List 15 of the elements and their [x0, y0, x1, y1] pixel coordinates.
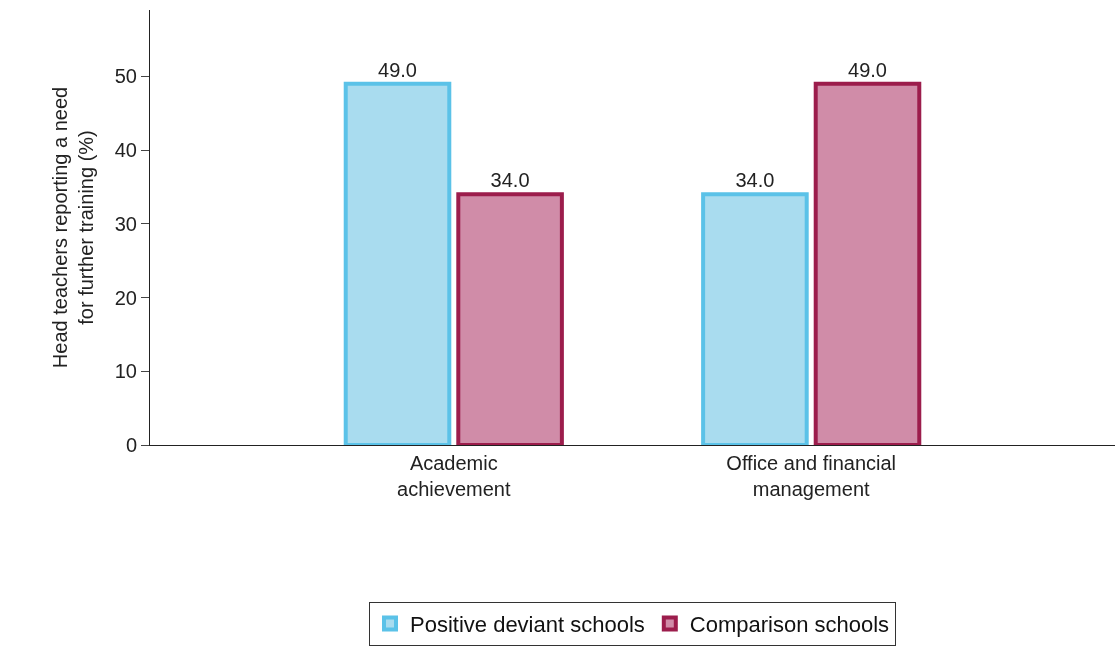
data-label: 34.0 — [735, 169, 775, 192]
data-label: 34.0 — [490, 169, 530, 192]
y-tick-label: 10 — [114, 360, 137, 383]
x-tick-label: Academic achievement — [397, 452, 511, 500]
legend-label: Comparison schools — [689, 611, 890, 637]
y-tick-label: 40 — [114, 139, 137, 162]
y-tick-label: 30 — [114, 212, 137, 235]
data-label: 49.0 — [378, 58, 417, 81]
y-tick-label: 20 — [114, 286, 137, 309]
y-tick-label: 50 — [114, 65, 137, 88]
y-axis-title: Head teachers reporting a need for further training (%) — [49, 86, 98, 369]
data-label: 49.0 — [848, 58, 887, 81]
x-tick-label: Office and financial management — [726, 452, 897, 500]
legend-label: Positive deviant schools — [410, 611, 645, 637]
y-tick-label: 0 — [125, 434, 137, 456]
